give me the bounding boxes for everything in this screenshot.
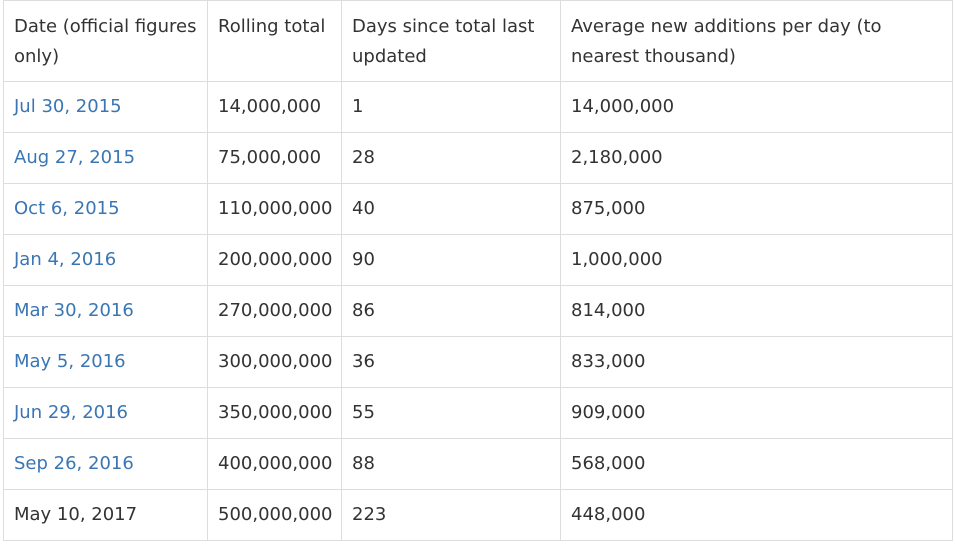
cell: 200,000,000 xyxy=(207,234,342,286)
cell: 110,000,000 xyxy=(207,183,342,235)
cell: 40 xyxy=(341,183,561,235)
cell: Mar 30, 2016 xyxy=(3,285,208,337)
cell: Jan 4, 2016 xyxy=(3,234,208,286)
date-link[interactable]: Jul 30, 2015 xyxy=(14,96,122,117)
cell: 14,000,000 xyxy=(207,81,342,133)
header-cell: Average new additions per day (to neares… xyxy=(560,0,953,82)
data-table: Date (official figures only) Rolling tot… xyxy=(3,0,953,541)
table-body: Jul 30, 2015 14,000,000 1 14,000,000 Aug 27… xyxy=(3,81,953,541)
header-row: Date (official figures only) Rolling tot… xyxy=(3,0,953,82)
cell: May 10, 2017 xyxy=(3,489,208,541)
cell: 1 xyxy=(341,81,561,133)
cell: 300,000,000 xyxy=(207,336,342,388)
cell: 88 xyxy=(341,438,561,490)
date-link[interactable]: Oct 6, 2015 xyxy=(14,198,120,219)
row: Jul 30, 2015 14,000,000 1 14,000,000 xyxy=(3,81,953,133)
header-cell: Date (official figures only) xyxy=(3,0,208,82)
date-link[interactable]: Jun 29, 2016 xyxy=(14,402,129,423)
cell: 28 xyxy=(341,132,561,184)
cell: 55 xyxy=(341,387,561,439)
cell: 86 xyxy=(341,285,561,337)
cell: Jun 29, 2016 xyxy=(3,387,208,439)
row: Jun 29, 2016 350,000,000 55 909,000 xyxy=(3,387,953,439)
cell: 2,180,000 xyxy=(560,132,953,184)
cell: Sep 26, 2016 xyxy=(3,438,208,490)
cell: Oct 6, 2015 xyxy=(3,183,208,235)
row: May 5, 2016 300,000,000 36 833,000 xyxy=(3,336,953,388)
cell: Jul 30, 2015 xyxy=(3,81,208,133)
date-link[interactable]: Mar 30, 2016 xyxy=(14,300,134,321)
table-head: Date (official figures only) Rolling tot… xyxy=(3,0,953,82)
row: May 10, 2017 500,000,000 223 448,000 xyxy=(3,489,953,541)
cell: 14,000,000 xyxy=(560,81,953,133)
cell: 36 xyxy=(341,336,561,388)
cell: 75,000,000 xyxy=(207,132,342,184)
cell: 350,000,000 xyxy=(207,387,342,439)
header-cell: Days since total last updated xyxy=(341,0,561,82)
cell: 1,000,000 xyxy=(560,234,953,286)
row: Aug 27, 2015 75,000,000 28 2,180,000 xyxy=(3,132,953,184)
cell: 448,000 xyxy=(560,489,953,541)
cell: 90 xyxy=(341,234,561,286)
cell: 909,000 xyxy=(560,387,953,439)
date-link[interactable]: Aug 27, 2015 xyxy=(14,147,136,168)
cell: 500,000,000 xyxy=(207,489,342,541)
date-link[interactable]: Sep 26, 2016 xyxy=(14,453,134,474)
cell: May 5, 2016 xyxy=(3,336,208,388)
cell: 568,000 xyxy=(560,438,953,490)
cell: 270,000,000 xyxy=(207,285,342,337)
cell: Aug 27, 2015 xyxy=(3,132,208,184)
date-link[interactable]: May 5, 2016 xyxy=(14,351,126,372)
cell: 875,000 xyxy=(560,183,953,235)
header-cell: Rolling total xyxy=(207,0,342,82)
row: Oct 6, 2015 110,000,000 40 875,000 xyxy=(3,183,953,235)
date-link[interactable]: Jan 4, 2016 xyxy=(14,249,117,270)
row: Mar 30, 2016 270,000,000 86 814,000 xyxy=(3,285,953,337)
row: Sep 26, 2016 400,000,000 88 568,000 xyxy=(3,438,953,490)
cell: 833,000 xyxy=(560,336,953,388)
cell: 814,000 xyxy=(560,285,953,337)
cell: 400,000,000 xyxy=(207,438,342,490)
cell: 223 xyxy=(341,489,561,541)
row: Jan 4, 2016 200,000,000 90 1,000,000 xyxy=(3,234,953,286)
